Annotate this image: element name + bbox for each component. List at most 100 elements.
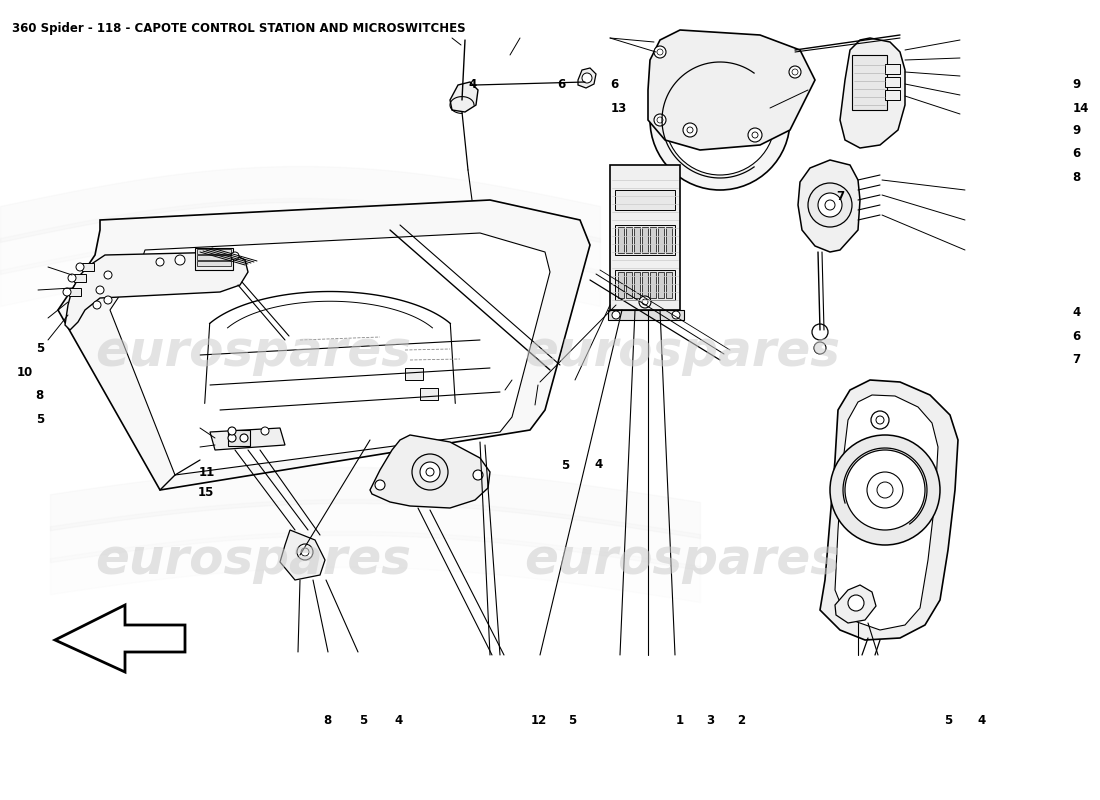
Text: 3: 3 [706, 714, 715, 726]
Circle shape [412, 454, 448, 490]
Text: 5: 5 [561, 459, 570, 472]
Polygon shape [820, 380, 958, 640]
Circle shape [812, 324, 828, 340]
Circle shape [420, 462, 440, 482]
Circle shape [830, 435, 940, 545]
Polygon shape [210, 428, 285, 450]
Polygon shape [578, 68, 596, 88]
Text: 7: 7 [836, 190, 844, 202]
Bar [610, 165, 680, 310]
Bar [420, 388, 438, 400]
Circle shape [650, 50, 790, 190]
Text: 6: 6 [610, 78, 618, 90]
Polygon shape [840, 38, 905, 148]
Bar [69, 288, 81, 296]
Circle shape [582, 73, 592, 83]
Text: eurospares: eurospares [95, 536, 411, 584]
Circle shape [683, 123, 697, 137]
Bar [608, 310, 684, 320]
Text: 5: 5 [359, 714, 367, 726]
Polygon shape [450, 82, 478, 112]
Circle shape [752, 132, 758, 138]
Text: 10: 10 [16, 366, 33, 378]
Text: 5: 5 [35, 342, 44, 354]
Circle shape [808, 183, 852, 227]
Text: eurospares: eurospares [95, 328, 411, 376]
Bar [658, 227, 664, 253]
Circle shape [297, 544, 313, 560]
Polygon shape [648, 30, 815, 150]
Circle shape [792, 69, 798, 75]
Bar [650, 227, 656, 253]
Circle shape [672, 311, 680, 319]
Polygon shape [58, 200, 590, 490]
Circle shape [426, 468, 434, 476]
Bar [886, 90, 900, 100]
Text: 2: 2 [737, 714, 746, 726]
Bar [852, 55, 887, 110]
Text: 4: 4 [1072, 306, 1080, 318]
Circle shape [104, 271, 112, 279]
Bar [886, 77, 900, 87]
Text: 360 Spider - 118 - CAPOTE CONTROL STATION AND MICROSWITCHES: 360 Spider - 118 - CAPOTE CONTROL STATIO… [12, 22, 465, 35]
Text: 5: 5 [35, 413, 44, 426]
Bar [74, 274, 86, 282]
Polygon shape [370, 435, 490, 508]
Circle shape [848, 595, 864, 611]
Bar [618, 227, 624, 253]
Text: 4: 4 [469, 78, 477, 90]
Text: 4: 4 [394, 714, 403, 726]
Bar [666, 272, 672, 298]
Circle shape [825, 200, 835, 210]
Circle shape [871, 411, 889, 429]
Circle shape [789, 66, 801, 78]
Bar [197, 255, 231, 260]
Circle shape [104, 296, 112, 304]
Circle shape [228, 427, 236, 435]
Circle shape [700, 100, 740, 140]
Circle shape [642, 299, 648, 305]
Circle shape [240, 434, 248, 442]
Circle shape [867, 472, 903, 508]
Circle shape [818, 193, 842, 217]
Bar [615, 225, 675, 255]
Text: 8: 8 [1072, 171, 1080, 184]
Bar [650, 272, 656, 298]
Text: 8: 8 [323, 714, 332, 726]
Polygon shape [798, 160, 860, 252]
Text: 15: 15 [198, 486, 214, 498]
Circle shape [76, 263, 84, 271]
Circle shape [666, 65, 776, 175]
Circle shape [301, 548, 309, 556]
Circle shape [748, 128, 762, 142]
Text: 14: 14 [1072, 102, 1089, 114]
Circle shape [712, 112, 728, 128]
Text: 5: 5 [944, 714, 953, 726]
Circle shape [657, 49, 663, 55]
Text: 9: 9 [1072, 78, 1080, 90]
Text: 1: 1 [675, 714, 684, 726]
Circle shape [68, 274, 76, 282]
Bar [658, 272, 664, 298]
Circle shape [612, 311, 620, 319]
Text: 4: 4 [594, 458, 603, 470]
Text: 7: 7 [1072, 354, 1080, 366]
Text: eurospares: eurospares [524, 536, 840, 584]
Bar [634, 227, 640, 253]
Text: 5: 5 [568, 714, 576, 726]
Bar [615, 190, 675, 210]
Circle shape [654, 114, 666, 126]
Circle shape [688, 127, 693, 133]
Bar [197, 261, 231, 266]
Circle shape [473, 470, 483, 480]
Text: 6: 6 [1072, 330, 1080, 342]
Bar [618, 272, 624, 298]
Text: 8: 8 [35, 389, 44, 402]
Circle shape [375, 480, 385, 490]
Bar [626, 272, 632, 298]
Circle shape [96, 286, 104, 294]
Polygon shape [280, 530, 324, 580]
Bar [197, 249, 231, 254]
Bar [195, 248, 233, 270]
Circle shape [657, 117, 663, 123]
